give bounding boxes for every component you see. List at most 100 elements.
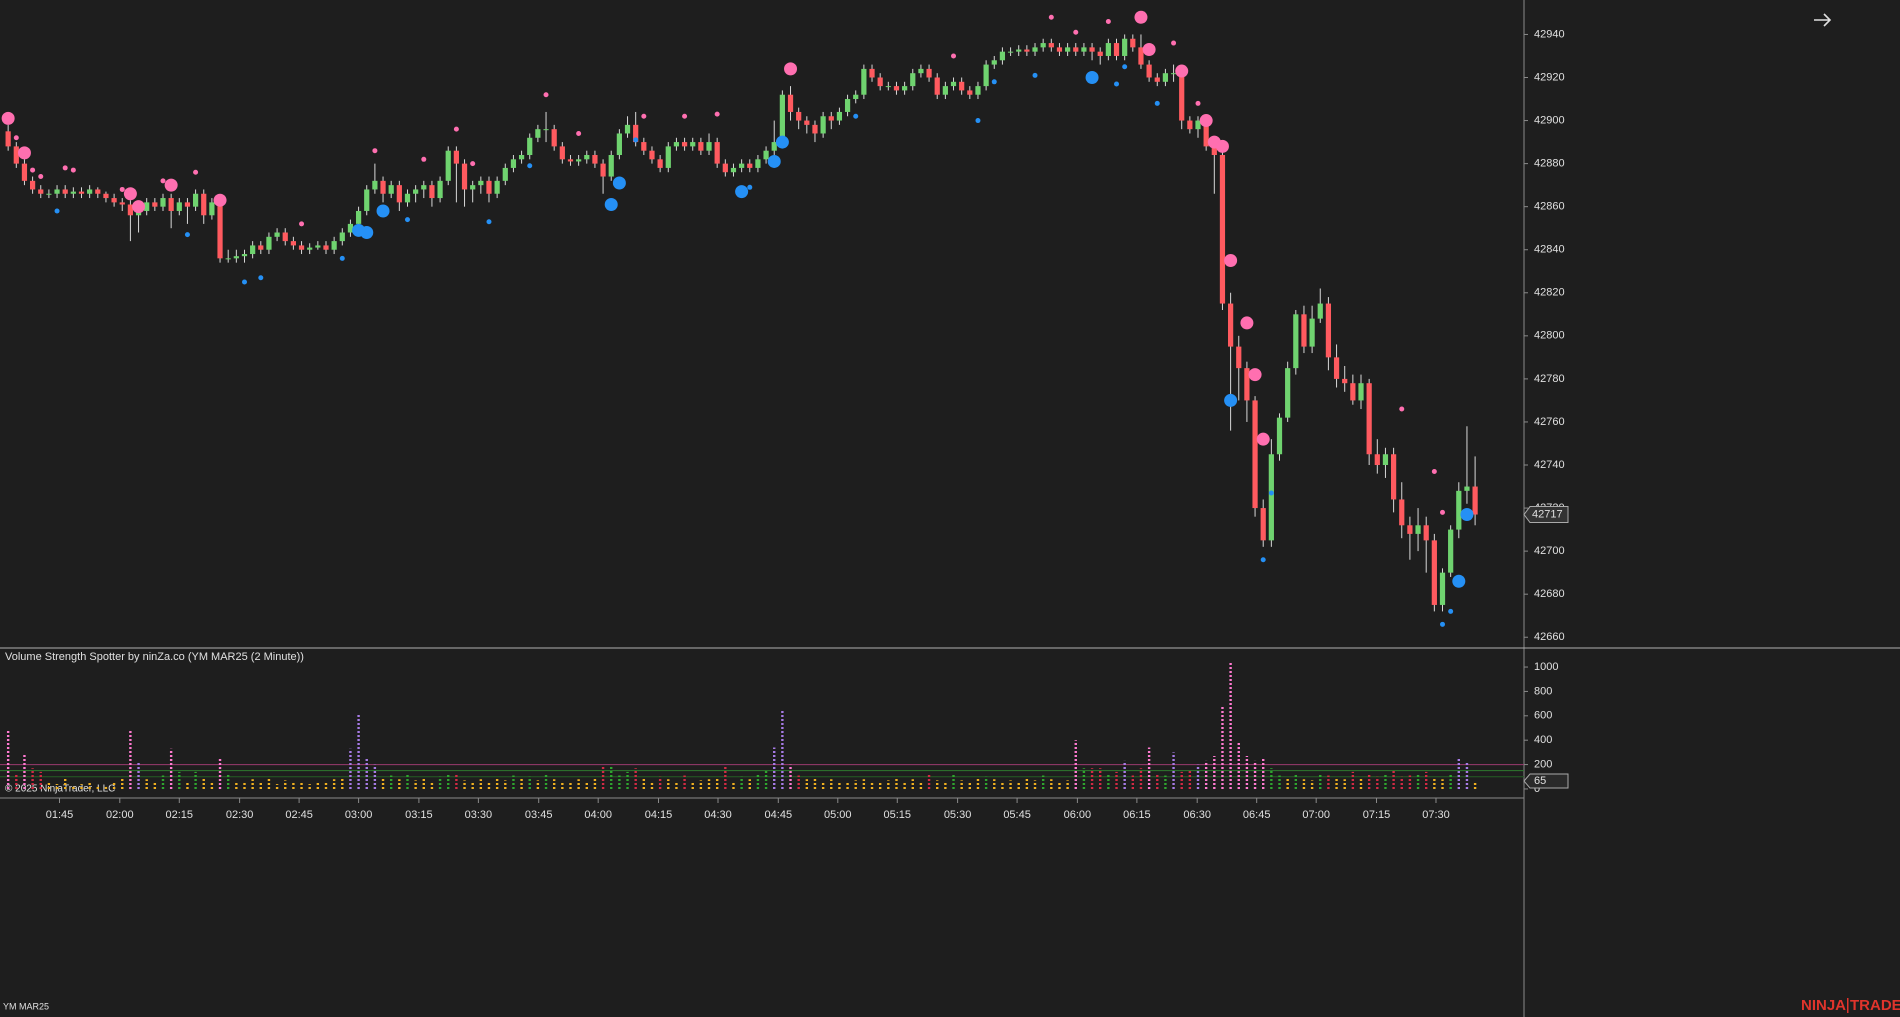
candle-body xyxy=(1081,47,1087,52)
candle-body xyxy=(510,159,517,168)
signal-dot xyxy=(119,186,125,192)
signal-dot xyxy=(258,275,264,281)
signal-dot xyxy=(612,176,626,190)
candle-body xyxy=(307,247,313,250)
candle-body xyxy=(168,198,174,211)
candle-body xyxy=(853,94,859,100)
logo: TRADER xyxy=(1850,997,1900,1014)
candle-body xyxy=(486,180,492,194)
signal-dot xyxy=(404,217,410,223)
candle-body xyxy=(763,150,769,160)
x-tick-label: 03:00 xyxy=(345,809,373,821)
signal-dot xyxy=(1248,368,1262,382)
candle-body xyxy=(828,116,834,121)
candle-body xyxy=(820,116,826,134)
signal-dot xyxy=(360,226,374,240)
signal-dot xyxy=(1431,468,1437,474)
candle-body xyxy=(372,180,378,190)
signal-dot xyxy=(213,193,227,207)
x-tick-label: 06:45 xyxy=(1243,809,1271,821)
candle-body xyxy=(241,254,248,257)
candle-body xyxy=(1138,47,1144,65)
signal-dot xyxy=(1142,43,1156,57)
y-tick-label: 42840 xyxy=(1534,244,1565,256)
candle-body xyxy=(54,189,60,194)
x-tick-label: 07:00 xyxy=(1302,809,1330,821)
candle-body xyxy=(869,68,875,78)
signal-dot xyxy=(30,167,36,173)
candle-body xyxy=(975,86,981,95)
candle-body xyxy=(95,189,101,194)
candle-body xyxy=(1056,47,1063,52)
signal-dot xyxy=(1048,14,1054,20)
y-tick-label: 0 xyxy=(1534,783,1540,795)
candle-body xyxy=(152,202,158,207)
candle-body xyxy=(5,131,11,147)
candle-body xyxy=(714,142,720,164)
candle-body xyxy=(1276,417,1283,455)
candle-body xyxy=(429,185,435,199)
candle-body xyxy=(690,142,696,147)
signal-dot xyxy=(1224,393,1238,407)
candle-body xyxy=(950,81,957,87)
candle-body xyxy=(755,159,761,168)
x-tick-label: 02:00 xyxy=(106,809,134,821)
x-tick-label: 04:30 xyxy=(704,809,732,821)
candle-body xyxy=(665,146,671,168)
signal-dot xyxy=(1268,490,1274,496)
instrument: YM MAR25 xyxy=(3,1001,49,1011)
signal-dot xyxy=(1260,557,1266,563)
candle-body xyxy=(877,77,883,87)
candle-body xyxy=(176,202,182,211)
signal-dot xyxy=(164,178,178,192)
candle-body xyxy=(885,86,891,88)
x-tick-label: 02:45 xyxy=(285,809,313,821)
candle-body xyxy=(1342,378,1348,384)
candle-body xyxy=(1179,73,1185,121)
candle-body xyxy=(527,137,533,156)
candle-body xyxy=(983,64,989,87)
signal-dot xyxy=(184,232,190,238)
signal-dot xyxy=(775,135,789,149)
y-tick-label: 42780 xyxy=(1534,373,1565,385)
candle-body xyxy=(999,51,1006,61)
candle-body xyxy=(673,142,680,147)
y-tick-label: 42940 xyxy=(1534,28,1565,40)
candle-body xyxy=(144,202,150,211)
candle-body xyxy=(103,193,109,199)
candle-body xyxy=(46,193,52,195)
candle-body xyxy=(347,223,354,233)
signal-dot xyxy=(1195,100,1201,106)
y-tick-label: 800 xyxy=(1534,685,1552,697)
candle-body xyxy=(592,155,598,164)
signal-dot xyxy=(54,208,60,214)
signal-dot xyxy=(735,185,749,199)
candle-body xyxy=(942,86,948,95)
candle-body xyxy=(355,210,362,224)
candle-body xyxy=(364,189,370,211)
candle-body xyxy=(1366,383,1372,455)
candle-body xyxy=(657,159,663,168)
volume-marker-label: 65 xyxy=(1534,775,1546,787)
scroll-arrow[interactable] xyxy=(1814,13,1832,27)
candle-body xyxy=(209,202,215,216)
candle-body xyxy=(1073,47,1079,52)
y-tick-label: 42740 xyxy=(1534,459,1565,471)
candle-body xyxy=(1097,51,1103,56)
x-tick-label: 04:15 xyxy=(645,809,673,821)
x-tick-label: 03:15 xyxy=(405,809,433,821)
candle-body xyxy=(494,180,500,194)
candle-body xyxy=(1048,43,1054,48)
signal-dot xyxy=(339,255,345,261)
candle-body xyxy=(967,90,973,95)
candle-body xyxy=(1464,486,1470,491)
candle-body xyxy=(706,142,712,151)
candle-body xyxy=(616,133,622,156)
signal-dot xyxy=(1440,509,1446,515)
x-tick-label: 03:45 xyxy=(525,809,553,821)
candle-body xyxy=(1293,314,1299,369)
candle-body xyxy=(445,150,451,181)
candle-body xyxy=(991,60,997,65)
signal-dot xyxy=(470,161,476,167)
